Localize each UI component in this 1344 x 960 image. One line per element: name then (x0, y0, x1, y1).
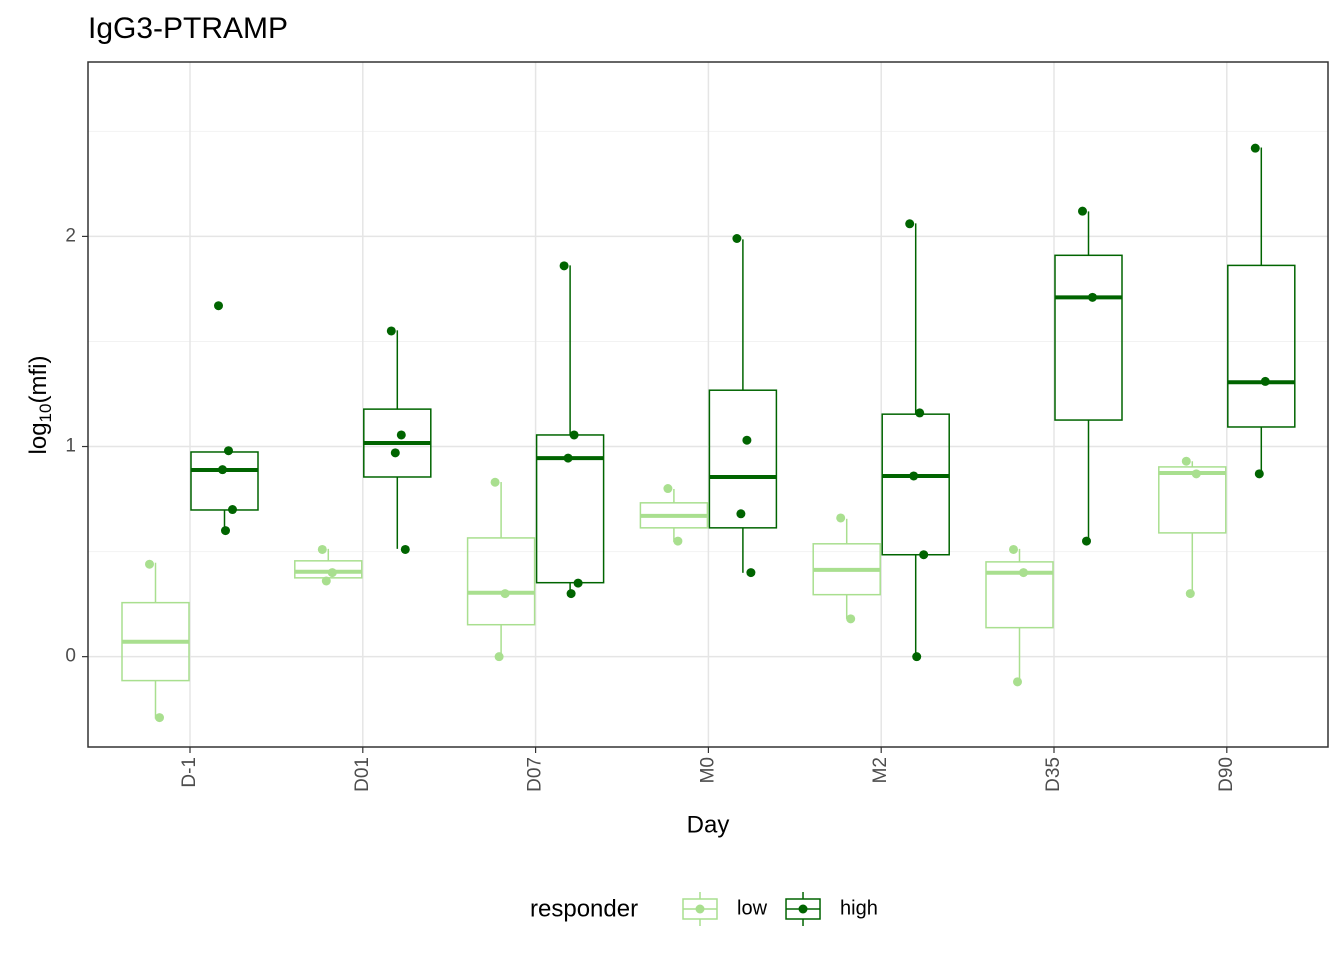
data-point (1260, 376, 1270, 386)
legend-title: responder (530, 895, 638, 922)
x-tick-label: D90 (1216, 757, 1237, 792)
data-point (218, 465, 227, 475)
data-point (912, 652, 922, 662)
data-point (673, 536, 683, 546)
data-point (221, 526, 230, 536)
data-point (1181, 456, 1191, 466)
data-point (1254, 469, 1264, 479)
data-point (214, 301, 223, 311)
data-point (1082, 536, 1091, 546)
data-point (1019, 568, 1028, 578)
legend-key-point (798, 904, 808, 914)
data-point (909, 471, 919, 481)
data-point (569, 430, 579, 440)
data-point (1009, 544, 1018, 554)
data-point (155, 713, 164, 723)
panel-border (87, 61, 1329, 748)
x-axis-title: Day (687, 811, 730, 838)
x-tick-label: M0 (697, 757, 718, 783)
data-point (742, 435, 752, 445)
box (985, 561, 1054, 629)
legend-label: low (737, 897, 768, 919)
x-tick-label: D01 (352, 757, 373, 792)
legend-label: high (840, 897, 878, 919)
y-title-base: log (25, 422, 52, 454)
data-point (663, 484, 673, 494)
x-tick-label: D07 (525, 757, 546, 792)
chart-title: IgG3-PTRAMP (88, 12, 288, 45)
data-point (573, 578, 583, 588)
data-point (566, 589, 576, 599)
data-point (400, 544, 410, 554)
data-point (905, 219, 915, 229)
y-tick-label: 2 (65, 225, 76, 246)
data-point (500, 589, 510, 599)
data-point (386, 326, 396, 336)
y-tick-label: 1 (65, 436, 76, 457)
data-point (1185, 589, 1195, 599)
box (1227, 264, 1296, 428)
data-point (145, 559, 154, 569)
data-point (836, 513, 846, 523)
data-point (846, 614, 856, 624)
data-point (224, 446, 233, 456)
data-point (732, 234, 742, 244)
data-point (317, 544, 327, 554)
box (1158, 466, 1227, 534)
data-point (228, 505, 237, 515)
box (1054, 254, 1123, 421)
y-title-arg: (mfi) (25, 356, 52, 404)
data-point (390, 448, 400, 458)
y-tick-label: 0 (65, 646, 76, 667)
data-point (746, 568, 756, 578)
legend-key-point (695, 904, 705, 914)
x-tick-label: D35 (1043, 757, 1064, 792)
data-point (915, 408, 925, 418)
x-tick-label: D-1 (179, 757, 200, 788)
data-point (327, 568, 337, 578)
data-point (1191, 469, 1201, 479)
data-point (321, 576, 331, 586)
data-point (1078, 206, 1087, 216)
data-point (563, 453, 573, 463)
data-point (919, 550, 929, 560)
data-point (1250, 143, 1260, 153)
x-tick-label: M2 (870, 757, 891, 783)
box (466, 537, 536, 626)
data-point (494, 652, 504, 662)
box (708, 389, 778, 529)
data-point (490, 477, 500, 487)
data-point (396, 430, 406, 440)
y-axis-title: log10(mfi) (25, 356, 55, 455)
data-point (736, 509, 746, 519)
data-point (1013, 677, 1022, 687)
data-point (559, 261, 569, 271)
y-title-subscript: 10 (36, 404, 55, 423)
data-point (1088, 292, 1097, 302)
